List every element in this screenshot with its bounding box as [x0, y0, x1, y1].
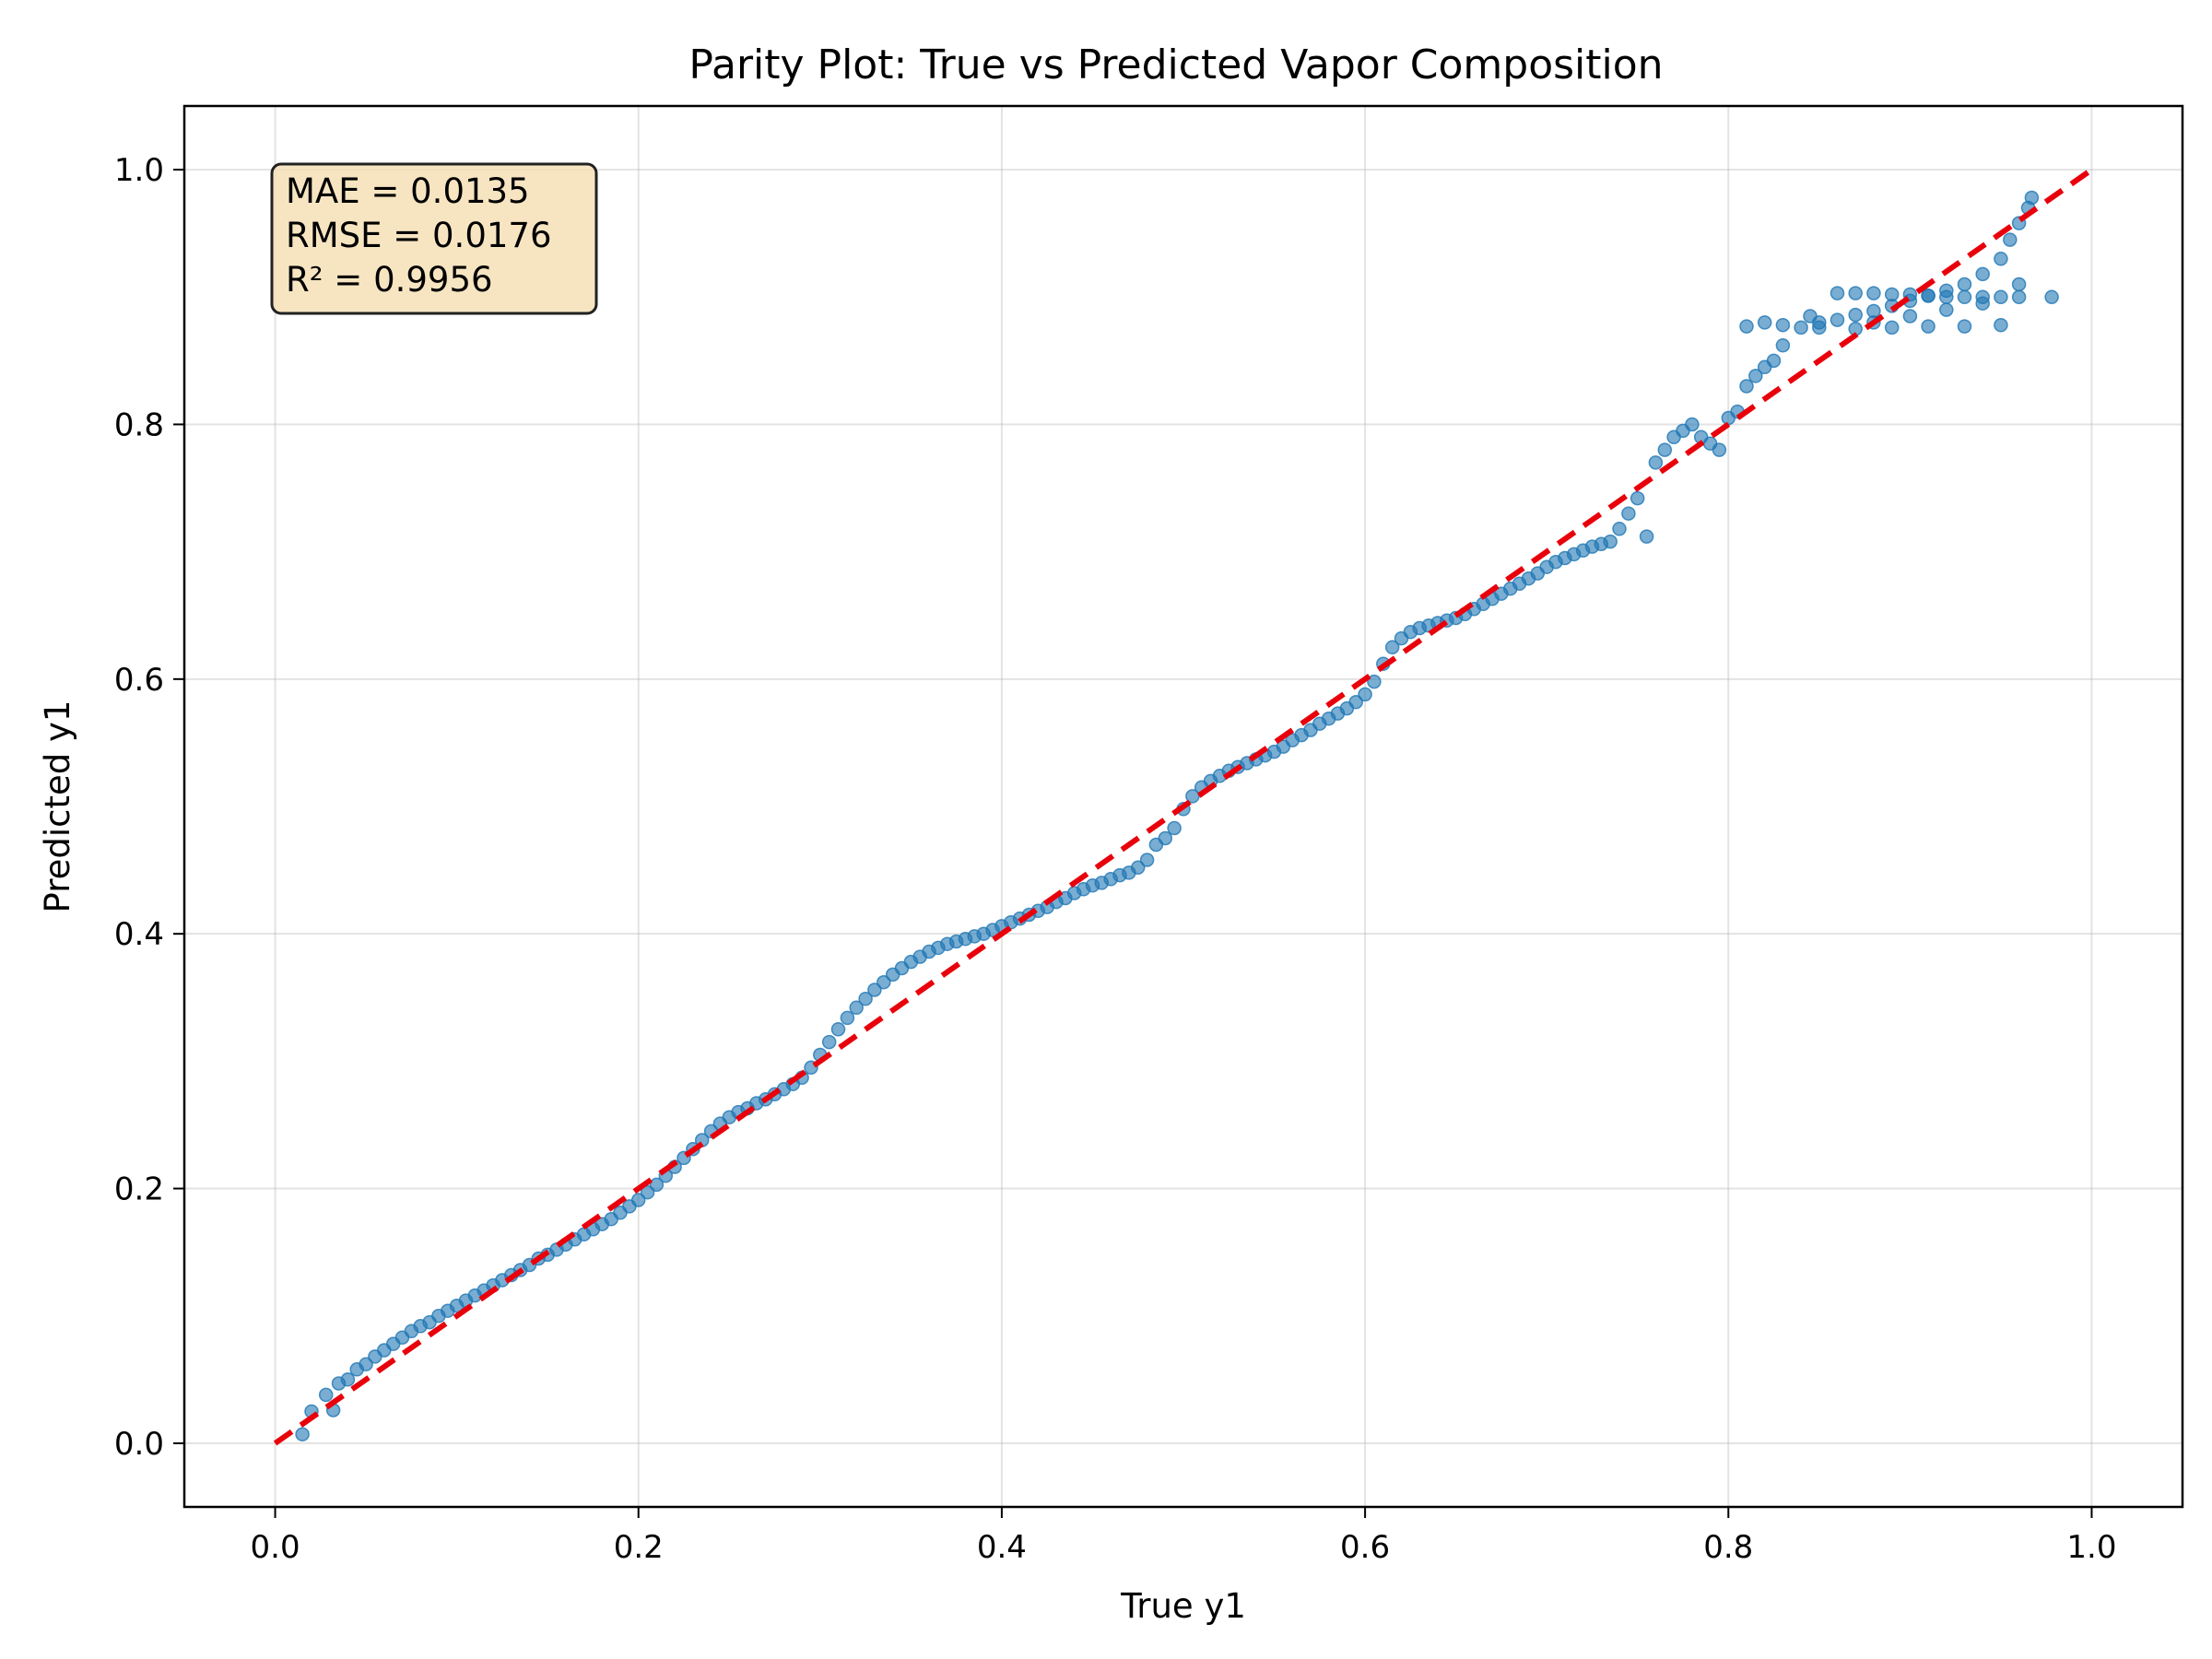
data-point	[1866, 286, 1881, 300]
data-point	[1939, 289, 1954, 305]
data-point	[295, 1427, 310, 1441]
y-tick-label: 0.0	[114, 1426, 164, 1463]
data-point	[1921, 288, 1936, 303]
data-point	[1957, 319, 1972, 334]
stats-box-background	[270, 162, 598, 315]
stats-r2: R² = 0.9956	[286, 260, 493, 300]
parity-line	[273, 167, 2094, 1446]
x-tick-label: 0.0	[251, 1529, 300, 1566]
data-point	[858, 991, 873, 1006]
data-point	[1812, 320, 1827, 335]
data-point	[1921, 319, 1936, 334]
data-point	[1957, 289, 1972, 305]
stats-mae: MAE = 0.0135	[286, 171, 530, 211]
data-point	[1612, 522, 1627, 536]
data-point	[2044, 289, 2059, 305]
data-point	[1685, 417, 1700, 432]
data-point	[1775, 317, 1791, 333]
data-point	[1367, 674, 1382, 689]
data-point	[1848, 307, 1863, 323]
data-point	[1657, 442, 1673, 457]
data-point	[1739, 319, 1754, 334]
data-point	[340, 1372, 356, 1387]
data-point	[1775, 338, 1791, 353]
data-point	[849, 1000, 864, 1016]
x-tick-label: 0.4	[977, 1529, 1027, 1566]
y-axis-ticks: 0.0 0.2 0.4 0.6 0.8 1.0	[114, 152, 184, 1463]
data-point	[2024, 190, 2040, 206]
parity-line-group	[273, 167, 2094, 1446]
data-point	[1739, 379, 1754, 394]
stats-rmse: RMSE = 0.0176	[286, 216, 551, 255]
data-point	[1830, 312, 1845, 327]
data-point	[1884, 287, 1900, 302]
data-point	[877, 974, 891, 990]
data-point	[1748, 369, 1763, 383]
data-point	[1167, 820, 1182, 836]
data-point	[821, 1034, 837, 1050]
y-tick-label: 1.0	[114, 152, 164, 189]
data-point	[1994, 317, 2008, 333]
data-point	[1994, 252, 2008, 266]
data-point	[1794, 320, 1808, 335]
data-point	[1848, 286, 1863, 300]
x-tick-label: 1.0	[2066, 1529, 2116, 1566]
data-point	[1766, 353, 1782, 369]
x-axis-ticks: 0.0 0.2 0.4 0.6 0.8 1.0	[251, 1507, 2116, 1566]
y-axis-label: Predicted y1	[38, 700, 77, 913]
y-tick-label: 0.6	[114, 662, 164, 699]
data-point	[1939, 302, 1954, 317]
data-point	[649, 1177, 665, 1193]
data-point	[318, 1387, 334, 1403]
data-point	[640, 1184, 655, 1200]
data-point	[359, 1357, 373, 1371]
data-point	[2003, 232, 2018, 247]
data-point	[1158, 830, 1173, 846]
y-tick-label: 0.8	[114, 406, 164, 443]
data-point	[1757, 315, 1772, 330]
data-point	[1994, 289, 2008, 305]
x-axis-label: True y1	[1120, 1586, 1246, 1626]
y-tick-label: 0.2	[114, 1171, 164, 1208]
plot-frame	[182, 104, 2184, 1509]
data-point	[1975, 266, 1990, 282]
data-point	[1603, 534, 1618, 549]
data-point	[840, 1010, 855, 1026]
data-point	[1648, 455, 1664, 470]
data-point	[1185, 789, 1200, 804]
data-point	[1639, 529, 1654, 544]
data-point	[1830, 286, 1845, 300]
data-point	[1884, 320, 1900, 335]
data-point	[1358, 687, 1372, 702]
data-point	[630, 1193, 646, 1207]
data-point	[1957, 276, 1972, 292]
data-point	[830, 1022, 846, 1037]
data-point	[2011, 276, 2027, 292]
data-point	[1902, 309, 1918, 324]
data-point	[1139, 853, 1155, 867]
stats-box: MAE = 0.0135 RMSE = 0.0176 R² = 0.9956	[270, 162, 598, 315]
chart-title: Parity Plot: True vs Predicted Vapor Com…	[688, 41, 1663, 88]
data-point	[1975, 296, 1990, 311]
data-point	[1621, 506, 1636, 521]
data-point	[2011, 289, 2027, 305]
x-tick-label: 0.6	[1340, 1529, 1390, 1566]
data-point	[1384, 640, 1400, 655]
data-point	[1630, 490, 1645, 506]
x-tick-label: 0.2	[614, 1529, 664, 1566]
data-point	[1348, 694, 1363, 710]
grid-lines	[184, 106, 2183, 1507]
data-point	[867, 982, 882, 997]
data-point	[1130, 860, 1146, 876]
x-tick-label: 0.8	[1703, 1529, 1753, 1566]
data-point	[1712, 442, 1727, 457]
y-tick-label: 0.4	[114, 916, 164, 953]
